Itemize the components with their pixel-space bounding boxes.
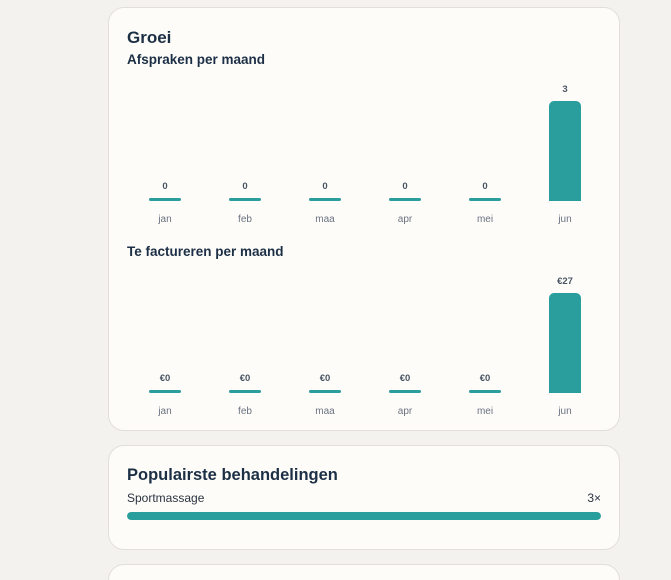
bar-jan [149, 390, 181, 393]
x-axis-tick-label: jan [158, 406, 172, 417]
x-axis-tick-label: jun [558, 406, 572, 417]
bar-column-mei: 0 mei [465, 78, 505, 228]
treatment-row: Sportmassage 3× [127, 491, 601, 507]
appointments-per-month-chart: 0 jan 0 feb 0 maa 0 apr 0 mei 3 jun [109, 78, 621, 228]
invoicing-per-month-chart: €0 jan €0 feb €0 maa €0 apr €0 mei €27 jun [109, 270, 621, 420]
bar-feb [229, 390, 261, 393]
bar-value-label: 0 [242, 181, 248, 192]
treatment-count: 3× [587, 491, 601, 505]
x-axis-tick-label: maa [315, 214, 335, 225]
bar-value-label: 0 [482, 181, 488, 192]
bar-value-label: €0 [159, 373, 171, 384]
treatment-progress-fill [127, 512, 601, 520]
bar-apr [389, 390, 421, 393]
bar-value-label: 0 [322, 181, 328, 192]
popular-treatments-title: Populairste behandelingen [127, 466, 338, 484]
bar-mei [469, 198, 501, 201]
growth-card: Groei Afspraken per maand 0 jan 0 feb 0 maa 0 a… [108, 7, 620, 431]
next-card [108, 564, 620, 580]
bar-column-maa: 0 maa [305, 78, 345, 228]
invoicing-chart-title: Te factureren per maand [127, 244, 284, 259]
bar-column-jun: 3 jun [545, 78, 585, 228]
bar-value-label: €0 [399, 373, 411, 384]
x-axis-tick-label: jan [158, 214, 172, 225]
x-axis-tick-label: feb [238, 214, 252, 225]
bar-value-label: 0 [402, 181, 408, 192]
x-axis-tick-label: apr [397, 406, 413, 417]
x-axis-tick-label: mei [476, 214, 494, 225]
bar-apr [389, 198, 421, 201]
x-axis-tick-label: maa [315, 406, 335, 417]
x-axis-tick-label: feb [238, 406, 252, 417]
bar-column-mei: €0 mei [465, 270, 505, 420]
bar-jan [149, 198, 181, 201]
bar-value-label: €0 [479, 373, 491, 384]
growth-title: Groei [127, 28, 172, 47]
x-axis-tick-label: jun [558, 214, 572, 225]
bar-column-jan: €0 jan [145, 270, 185, 420]
bar-column-feb: 0 feb [225, 78, 265, 228]
bar-value-label: €0 [319, 373, 331, 384]
bar-column-maa: €0 maa [305, 270, 345, 420]
bar-value-label: 0 [162, 181, 168, 192]
bar-jun [549, 101, 581, 201]
bar-jun [549, 293, 581, 393]
appointments-chart-title: Afspraken per maand [127, 52, 266, 67]
bar-value-label: €0 [239, 373, 251, 384]
bar-maa [309, 198, 341, 201]
bar-column-jan: 0 jan [145, 78, 185, 228]
bar-feb [229, 198, 261, 201]
bar-value-label: 3 [562, 84, 568, 95]
bar-maa [309, 390, 341, 393]
popular-treatments-card: Populairste behandelingen Sportmassage 3… [108, 445, 620, 550]
bar-column-apr: €0 apr [385, 270, 425, 420]
treatment-progress-track [127, 512, 601, 520]
bar-mei [469, 390, 501, 393]
bar-column-apr: 0 apr [385, 78, 425, 228]
bar-column-jun: €27 jun [545, 270, 585, 420]
bar-column-feb: €0 feb [225, 270, 265, 420]
x-axis-tick-label: apr [397, 214, 413, 225]
treatment-name: Sportmassage [127, 491, 205, 505]
bar-value-label: €27 [557, 276, 573, 287]
x-axis-tick-label: mei [476, 406, 494, 417]
